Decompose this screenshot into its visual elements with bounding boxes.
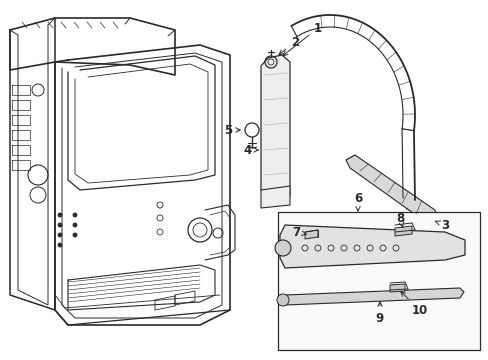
Circle shape [58, 233, 62, 237]
Circle shape [73, 233, 77, 237]
Text: 2: 2 [279, 36, 299, 55]
Circle shape [73, 213, 77, 217]
Text: 5: 5 [224, 123, 240, 136]
Polygon shape [346, 155, 437, 225]
Circle shape [58, 243, 62, 247]
Polygon shape [280, 225, 464, 268]
Text: 4: 4 [244, 144, 258, 157]
Text: 9: 9 [375, 302, 384, 324]
Polygon shape [280, 288, 463, 305]
Text: 7: 7 [291, 225, 305, 239]
Circle shape [276, 294, 288, 306]
Text: 10: 10 [400, 292, 427, 316]
Text: 1: 1 [283, 22, 322, 55]
Bar [278, 212, 479, 350]
Text: 8: 8 [395, 212, 403, 228]
Polygon shape [261, 186, 289, 208]
Circle shape [274, 240, 290, 256]
Circle shape [73, 223, 77, 227]
Polygon shape [394, 226, 411, 236]
Text: 3: 3 [434, 219, 448, 231]
Polygon shape [389, 284, 404, 292]
Text: 6: 6 [353, 192, 362, 211]
Polygon shape [305, 230, 317, 239]
Circle shape [58, 223, 62, 227]
Polygon shape [261, 55, 289, 200]
Circle shape [58, 213, 62, 217]
